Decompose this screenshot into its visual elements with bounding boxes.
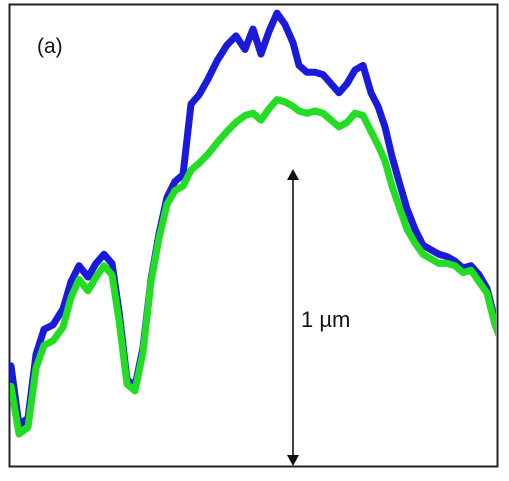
scale-bar-arrowhead-top [287, 169, 299, 180]
panel-label: (a) [37, 35, 63, 58]
scale-bar-arrowhead-bottom [287, 455, 299, 466]
series-line-1 [10, 9, 496, 429]
plot-frame [8, 3, 499, 468]
scale-bar: 1 µm [287, 169, 350, 466]
series-layer [10, 9, 496, 438]
series-line-2 [10, 96, 496, 438]
scale-bar-label: 1 µm [301, 307, 350, 332]
